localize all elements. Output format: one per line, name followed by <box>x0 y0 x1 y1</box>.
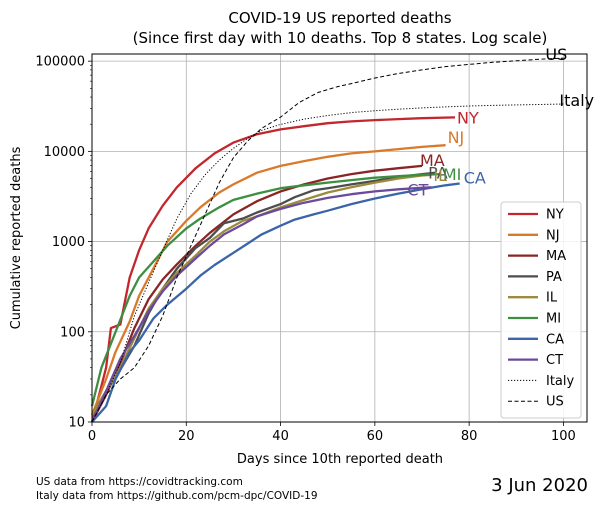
legend-entry-ma: MA <box>546 249 566 264</box>
y-tick-label: 100 <box>60 325 85 340</box>
x-tick-label: 40 <box>272 429 289 444</box>
series-line-nj <box>90 144 446 416</box>
series-line-ny <box>90 116 456 423</box>
y-tick-label: 10 <box>68 416 85 431</box>
x-tick-label: 100 <box>551 429 576 444</box>
ticks: 0 20 40 60 80 100 10 100 1000 10000 100000 <box>35 55 575 444</box>
y-axis-label: Cumulative reported deaths <box>9 146 24 329</box>
legend: NY NJ MA PA IL MI CA CT Italy US <box>500 201 582 419</box>
y-tick-label: 10000 <box>44 145 85 160</box>
legend-entry-pa: PA <box>546 270 562 285</box>
end-label-italy: Italy <box>559 91 594 110</box>
source-note-us: US data from https://covidtracking.com <box>36 476 243 488</box>
end-label-ny: NY <box>457 108 479 127</box>
end-label-ct: CT <box>407 180 428 199</box>
x-tick-label: 20 <box>178 429 195 444</box>
series-line-ca <box>91 182 460 423</box>
series-line-us <box>91 57 564 423</box>
end-label-ca: CA <box>464 169 486 188</box>
legend-entry-il: IL <box>546 291 558 306</box>
series-line-pa <box>91 171 437 416</box>
legend-entry-ny: NY <box>546 208 564 223</box>
end-label-nj: NJ <box>448 128 465 147</box>
series-line-mi <box>90 172 441 407</box>
end-label-us: US <box>545 45 567 64</box>
x-tick-label: 80 <box>461 429 478 444</box>
legend-entry-nj: NJ <box>546 228 560 243</box>
legend-entry-italy: Italy <box>546 374 575 389</box>
y-tick-label: 1000 <box>52 235 85 250</box>
date-stamp: 3 Jun 2020 <box>491 475 588 496</box>
source-note-italy: Italy data from https://github.com/pcm-d… <box>36 490 318 502</box>
chart-title-line-2: (Since first day with 10 deaths. Top 8 s… <box>133 29 548 47</box>
plot-frame <box>91 53 588 423</box>
x-tick-label: 60 <box>367 429 384 444</box>
series-line-ct <box>90 186 432 423</box>
series-line-italy <box>91 103 564 423</box>
legend-entry-ct: CT <box>546 353 563 368</box>
x-tick-label: 0 <box>88 429 96 444</box>
x-axis-label: Days since 10th reported death <box>237 452 443 467</box>
end-label-pa: PA <box>428 164 448 183</box>
legend-entry-mi: MI <box>546 312 561 327</box>
legend-entry-us: US <box>546 395 564 410</box>
y-tick-label: 100000 <box>35 55 85 70</box>
chart-title-line-1: COVID-19 US reported deaths <box>228 9 451 27</box>
end-label-mi: MI <box>443 165 462 184</box>
series-line-ma <box>90 164 423 423</box>
series-group <box>90 57 564 423</box>
end-label-il: IL <box>433 166 447 185</box>
end-label-ma: MA <box>420 151 445 170</box>
legend-entry-ca: CA <box>546 332 564 347</box>
